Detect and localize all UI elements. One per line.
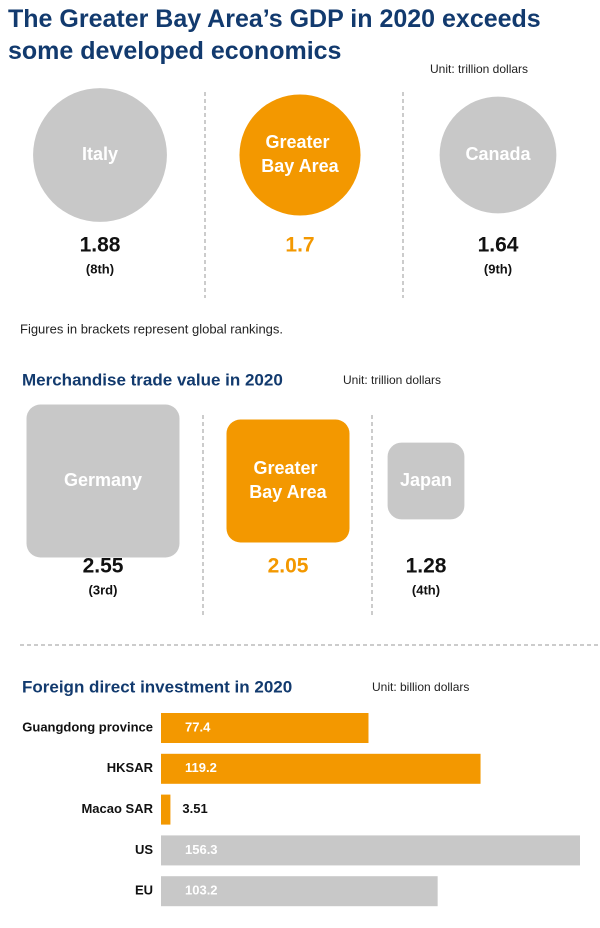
gdp-circle [439,96,557,214]
value-label: 1.88 [80,234,121,257]
value-label: 3.51 [182,801,207,816]
trade-square [387,442,465,520]
bar [161,835,580,866]
category-label: HKSAR [107,760,154,775]
category-label: EU [135,883,153,898]
category-label: US [135,842,153,857]
category-label: Italy [82,144,118,164]
ranking-label: (8th) [86,261,114,276]
unit: Unit: billion dollars [372,680,469,694]
value-label: 1.64 [478,234,519,257]
category-label: Canada [465,144,531,164]
bar [161,753,481,784]
bar [161,794,171,825]
unit: Unit: trillion dollars [343,373,441,387]
ranking-label: (3rd) [89,582,118,597]
category-label: Guangdong province [22,719,153,734]
section-title: Foreign direct investment in 2020 [22,677,292,696]
gdp-circle [239,94,361,216]
value-label: 1.7 [285,234,314,257]
chart-title: The Greater Bay Area’s GDP in 2020 excee… [8,5,548,65]
value-label: 119.2 [185,760,217,775]
category-label: Greater Bay Area [261,132,339,176]
unit: Unit: trillion dollars [430,62,528,76]
ranking-label: (4th) [412,582,440,597]
value-label: 2.05 [268,555,309,578]
trade-square [226,419,350,543]
category-label: Germany [64,470,142,490]
value-label: 1.28 [406,555,447,578]
value-label: 156.3 [185,842,218,857]
bar [161,876,438,907]
bar [161,713,369,743]
category-label: Greater Bay Area [249,458,327,502]
section-title: Merchandise trade value in 2020 [22,370,283,389]
category-label: Macao SAR [81,801,153,816]
value-label: 2.55 [83,555,124,578]
value-label: 77.4 [185,719,211,734]
ranking-label: (9th) [484,261,512,276]
note: Figures in brackets represent global ran… [20,321,283,336]
value-label: 103.2 [185,883,218,898]
trade-square [26,404,180,558]
gdp-circle [33,88,167,222]
category-label: Japan [400,470,452,490]
